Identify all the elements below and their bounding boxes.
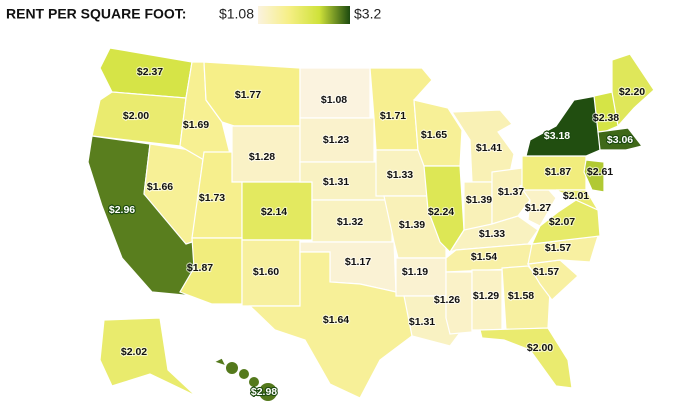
region: [593, 91, 619, 133]
legend-label: $3.2: [354, 6, 381, 22]
value-label: $1.31: [323, 176, 349, 188]
value-label: $1.77: [235, 89, 261, 101]
value-label: $1.28: [249, 151, 275, 163]
value-label: $2.00: [527, 342, 553, 354]
value-label: $1.08: [321, 94, 347, 106]
value-label: $1.19: [402, 266, 428, 278]
value-label: $2.14: [261, 206, 287, 218]
value-label: $1.23: [323, 134, 349, 146]
value-label: $1.69: [183, 119, 209, 131]
value-label: $1.26: [434, 294, 460, 306]
value-label: $1.33: [479, 228, 505, 240]
region: [583, 159, 605, 193]
value-label: $3.06: [607, 134, 633, 146]
value-label: $1.57: [533, 266, 559, 278]
value-label: $1.37: [498, 186, 524, 198]
region: [91, 91, 187, 147]
value-label: $2.37: [137, 66, 163, 78]
region: [212, 357, 228, 368]
value-label: $2.61: [587, 166, 613, 178]
value-label: $1.17: [345, 256, 371, 268]
region: [179, 237, 243, 305]
value-label: $1.64: [323, 314, 349, 326]
region: [99, 317, 197, 397]
value-label: $1.66: [147, 181, 173, 193]
region-island: [239, 369, 249, 379]
value-label: $1.29: [473, 290, 499, 302]
value-label: $1.33: [387, 169, 413, 181]
value-label: $1.58: [508, 290, 534, 302]
value-label: $1.39: [399, 219, 425, 231]
value-label: $1.71: [380, 110, 406, 122]
value-label: $1.87: [187, 262, 213, 274]
value-label: $1.27: [525, 202, 551, 214]
value-label: $2.20: [619, 86, 645, 98]
value-label: $1.32: [337, 216, 363, 228]
region-island: [226, 362, 238, 374]
legend-label: $1.08: [219, 6, 254, 22]
value-label: $1.87: [545, 166, 571, 178]
region: [555, 189, 600, 212]
value-label: $2.01: [563, 190, 589, 202]
region-island: [259, 383, 277, 401]
region: [501, 265, 551, 331]
region: [491, 167, 531, 225]
legend-gradient: [258, 6, 350, 24]
value-label: $2.07: [549, 216, 575, 228]
value-label: $2.00: [123, 110, 149, 122]
value-label: $1.31: [409, 316, 435, 328]
region: [450, 109, 515, 183]
region: [525, 95, 601, 157]
value-label: $2.24: [428, 206, 454, 218]
value-label: $1.65: [421, 129, 447, 141]
value-label: $2.38: [593, 112, 619, 124]
value-label: $2.96: [109, 204, 135, 216]
value-label: $1.73: [199, 192, 225, 204]
value-label: $1.60: [253, 266, 279, 278]
value-label: $2.02: [121, 346, 147, 358]
value-label: $3.18: [544, 130, 570, 142]
value-label: $1.54: [471, 251, 497, 263]
region: [479, 327, 573, 389]
value-label: $1.41: [476, 142, 502, 154]
region-island: [249, 377, 259, 387]
value-label: $1.39: [466, 194, 492, 206]
value-label: $1.57: [545, 242, 571, 254]
legend-title: RENT PER SQUARE FOOT:: [6, 6, 186, 22]
value-label: $2.98: [251, 386, 277, 398]
region: [597, 127, 644, 151]
